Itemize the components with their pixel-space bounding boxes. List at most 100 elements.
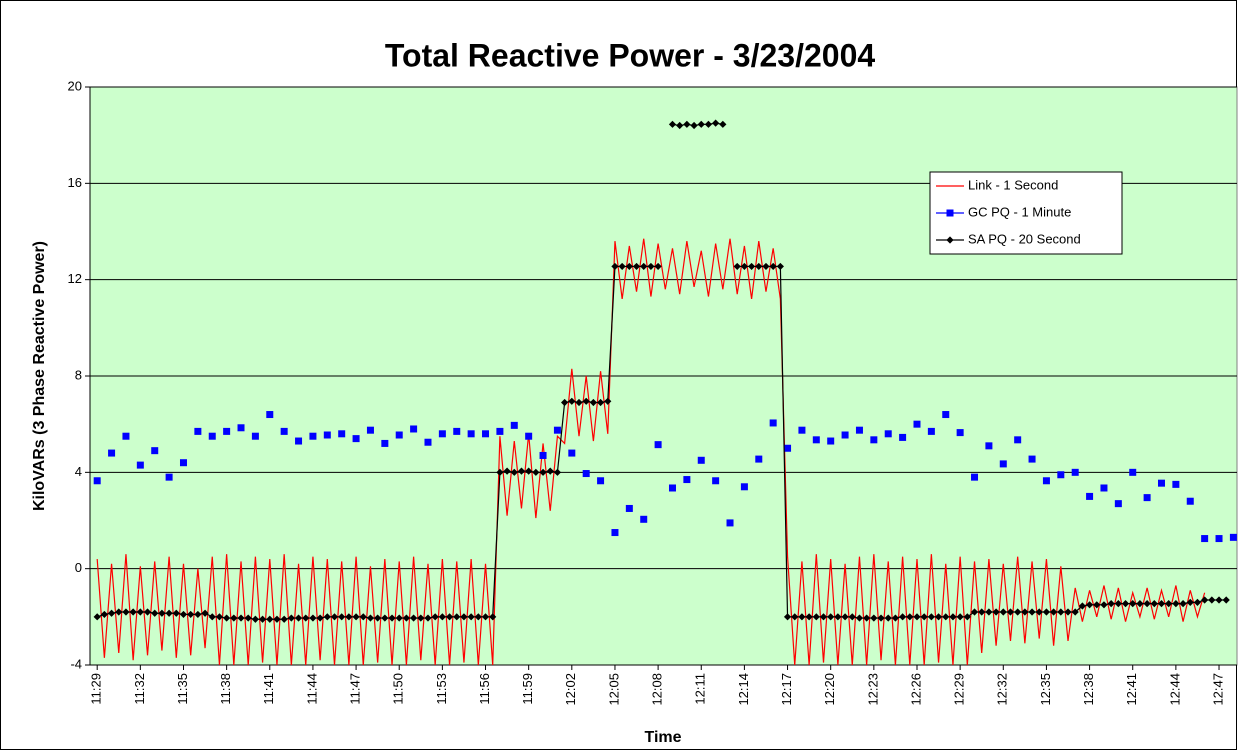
diamond-marker <box>1186 598 1194 606</box>
diamond-marker <box>963 613 971 621</box>
x-tick-label: 11:50 <box>391 673 406 705</box>
diamond-marker <box>330 613 339 621</box>
diamond-marker <box>942 613 950 621</box>
diamond-marker <box>970 608 979 616</box>
y-tick-label: 20 <box>68 78 82 93</box>
diamond-marker <box>194 610 202 619</box>
diamond-marker <box>992 608 1000 616</box>
diamond-marker <box>561 398 569 407</box>
square-marker <box>1071 468 1079 476</box>
diamond-marker <box>316 614 324 622</box>
legend-marker <box>946 209 954 217</box>
square-marker <box>784 444 792 452</box>
diamond-marker <box>381 614 389 622</box>
y-tick-label: -4 <box>70 656 82 671</box>
diamond-marker <box>647 262 655 271</box>
diamond-marker <box>913 613 921 621</box>
x-axis-label: Time <box>644 729 681 746</box>
diamond-marker <box>532 468 540 476</box>
diamond-marker <box>568 397 576 405</box>
diamond-marker <box>503 467 511 475</box>
diamond-marker <box>712 119 720 127</box>
x-tick-label: 11:41 <box>261 673 276 705</box>
square-marker <box>640 515 648 523</box>
square-marker <box>841 431 849 439</box>
x-tick-label: 12:23 <box>865 673 880 706</box>
x-tick-label: 12:35 <box>1038 673 1053 706</box>
square-marker <box>668 484 676 492</box>
square-marker <box>237 424 245 432</box>
diamond-marker <box>855 614 864 622</box>
diamond-marker <box>122 608 130 616</box>
y-tick-label: 8 <box>75 367 82 382</box>
diamond-marker <box>309 614 317 622</box>
diamond-marker <box>1129 599 1137 608</box>
square-marker <box>1086 492 1094 500</box>
diamond-marker <box>294 614 303 622</box>
square-marker <box>942 411 950 419</box>
x-tick-label: 12:02 <box>563 673 578 706</box>
x-tick-label: 12:47 <box>1210 673 1225 706</box>
square-marker <box>798 426 806 434</box>
diamond-marker <box>1042 608 1051 616</box>
diamond-marker <box>1071 608 1079 616</box>
diamond-marker <box>287 614 295 622</box>
x-tick-label: 12:29 <box>952 673 967 706</box>
legend-label: GC PQ - 1 Minute <box>968 204 1071 219</box>
square-marker <box>827 437 835 445</box>
square-marker <box>1201 535 1209 543</box>
diamond-marker <box>352 613 360 621</box>
diamond-marker <box>1078 602 1086 610</box>
diamond-marker <box>733 262 741 271</box>
diamond-marker <box>215 613 224 621</box>
square-marker <box>482 430 490 438</box>
legend-label: SA PQ - 20 Second <box>968 231 1081 246</box>
diamond-marker <box>1107 599 1115 608</box>
diamond-marker <box>402 614 411 622</box>
square-marker <box>179 459 187 467</box>
x-tick-label: 12:32 <box>995 673 1010 706</box>
square-marker <box>755 455 763 463</box>
x-tick-label: 12:17 <box>779 673 794 706</box>
diamond-marker <box>819 613 828 621</box>
diamond-marker <box>323 613 331 621</box>
diamond-marker <box>899 613 907 621</box>
square-marker <box>1172 480 1180 488</box>
square-marker <box>223 427 231 435</box>
x-tick-label: 11:44 <box>304 673 319 705</box>
diamond-marker <box>834 613 842 621</box>
diamond-marker <box>1035 608 1043 616</box>
diamond-marker <box>1006 608 1015 616</box>
diamond-marker <box>179 610 188 619</box>
diamond-marker <box>1050 608 1058 616</box>
square-marker <box>625 504 633 512</box>
square-marker <box>151 447 159 455</box>
square-marker <box>1129 468 1137 476</box>
diamond-marker <box>136 608 144 616</box>
diamond-marker <box>949 613 957 621</box>
diamond-marker <box>266 615 274 623</box>
diamond-marker <box>956 613 964 621</box>
diamond-marker <box>424 614 432 622</box>
diamond-marker <box>1157 599 1166 608</box>
diamond-marker <box>927 613 935 621</box>
diamond-marker <box>525 467 533 475</box>
diamond-marker <box>1165 599 1173 608</box>
diamond-marker <box>978 608 986 616</box>
x-tick-label: 11:53 <box>434 673 449 705</box>
diamond-marker <box>920 613 928 621</box>
diamond-marker <box>366 614 375 622</box>
square-marker <box>338 430 346 438</box>
diamond-marker <box>1014 608 1022 616</box>
diamond-marker <box>575 398 583 407</box>
square-marker <box>913 420 921 428</box>
diamond-marker <box>589 398 597 407</box>
diamond-marker <box>208 613 216 621</box>
x-tick-label: 12:11 <box>693 673 708 705</box>
diamond-marker <box>805 613 813 621</box>
diamond-marker <box>237 614 245 622</box>
square-marker <box>496 427 504 435</box>
series-layer <box>93 119 1237 665</box>
square-marker <box>136 461 144 469</box>
diamond-marker <box>395 614 403 622</box>
